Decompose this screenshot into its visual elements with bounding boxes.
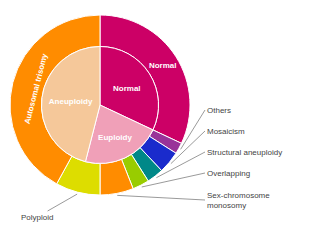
svg-text:Sex-chromosomemonosomy: Sex-chromosomemonosomy: [207, 191, 270, 210]
svg-text:Normal: Normal: [149, 61, 177, 70]
svg-text:Aneuploidy: Aneuploidy: [49, 97, 93, 106]
svg-text:Autosomal trisomy: Autosomal trisomy: [22, 52, 50, 126]
svg-text:Others: Others: [207, 106, 231, 115]
svg-text:Normal: Normal: [113, 84, 141, 93]
svg-text:Mosaicism: Mosaicism: [207, 127, 245, 136]
svg-text:Overlapping: Overlapping: [207, 169, 250, 178]
svg-text:Structural aneuploidy: Structural aneuploidy: [207, 148, 282, 157]
svg-text:Polyploid: Polyploid: [21, 213, 53, 222]
svg-text:Euploidy: Euploidy: [98, 133, 132, 142]
